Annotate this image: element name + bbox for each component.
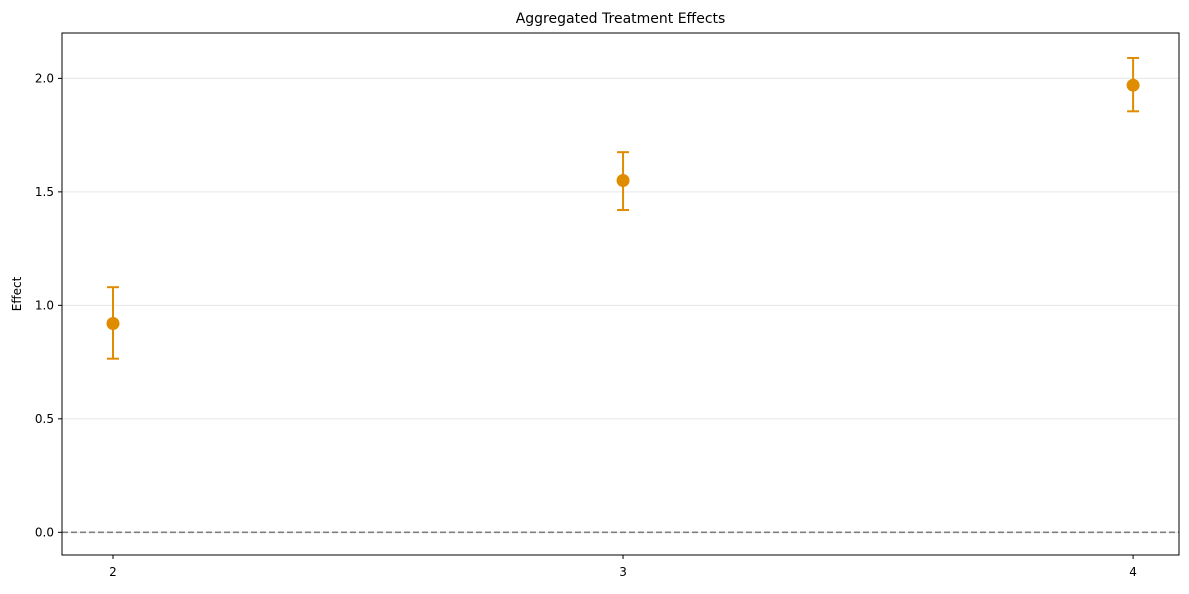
data-layer [106, 56, 1140, 360]
error-bar-point [616, 151, 630, 212]
x-tick-label: 2 [109, 565, 117, 579]
y-tick-label: 0.5 [35, 412, 54, 426]
plot-frame [61, 32, 1180, 556]
y-tick-label: 2.0 [35, 71, 54, 85]
y-tick-label: 0.0 [35, 525, 54, 539]
y-ticks: 0.0 0.5 1.0 1.5 2.0 [35, 71, 62, 539]
y-tick-label: 1.0 [35, 298, 54, 312]
data-point [106, 317, 120, 331]
y-tick-label: 1.5 [35, 185, 54, 199]
error-bar-point [106, 286, 120, 360]
data-point [616, 174, 630, 188]
x-tick-label: 3 [619, 565, 627, 579]
y-axis-label: Effect [10, 276, 24, 311]
x-tick-label: 4 [1129, 565, 1137, 579]
grid-layer [62, 77, 1179, 533]
x-ticks: 2 3 4 [109, 555, 1137, 579]
data-point [1126, 78, 1140, 92]
error-bar-point [1126, 56, 1140, 113]
chart-title: Aggregated Treatment Effects [516, 11, 726, 27]
